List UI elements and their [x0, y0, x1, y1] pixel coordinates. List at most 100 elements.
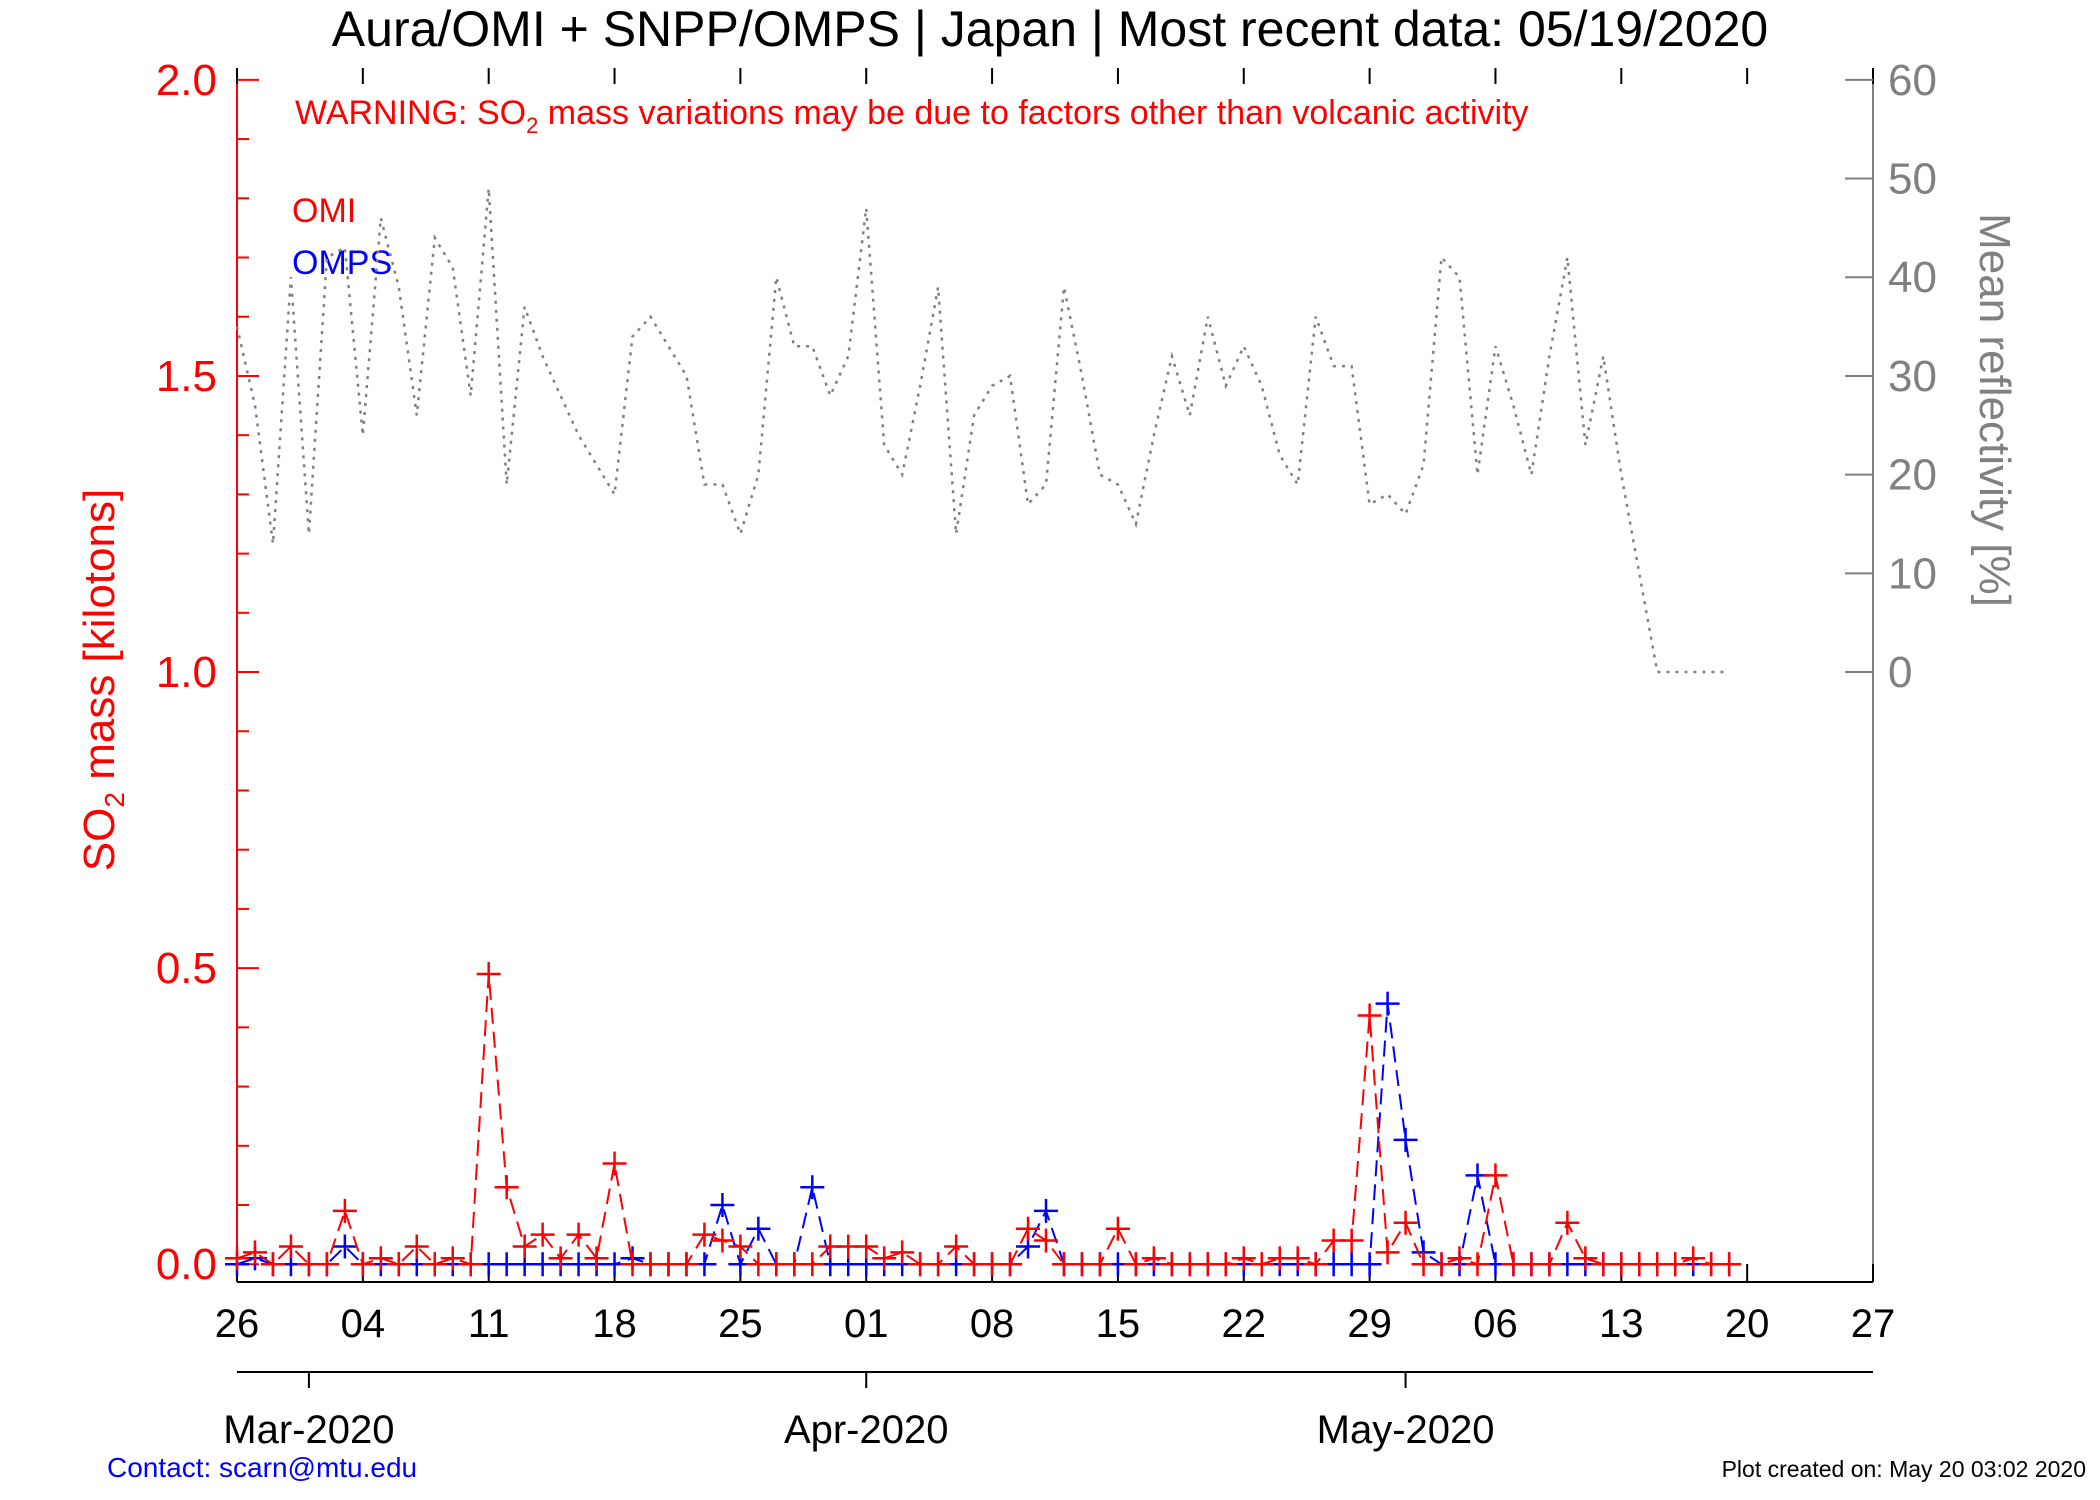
- warning-subscript: 2: [526, 113, 538, 138]
- y-left-tick-label: 0.5: [156, 944, 217, 993]
- data-point: [513, 1234, 537, 1258]
- data-point: [1286, 1246, 1310, 1270]
- y-right-tick-label: 40: [1888, 253, 1937, 302]
- data-point: [1376, 992, 1400, 1016]
- x-tick-label: 26: [215, 1302, 260, 1346]
- y-left-label-suffix: mass [kilotons]: [75, 489, 124, 792]
- legend-omi: OMI: [292, 192, 356, 230]
- data-point: [1016, 1217, 1040, 1241]
- y-left-tick-label: 1.5: [156, 352, 217, 401]
- data-point: [1088, 1252, 1112, 1276]
- x-tick-label: 11: [468, 1302, 510, 1346]
- x-tick-label: 06: [1473, 1302, 1518, 1346]
- data-point: [369, 1246, 393, 1270]
- x-tick-label: 01: [844, 1302, 889, 1346]
- y-right-tick-label: 10: [1888, 549, 1937, 598]
- data-point: [1448, 1246, 1472, 1270]
- x-tick-label: 27: [1851, 1302, 1896, 1346]
- data-point: [531, 1223, 555, 1247]
- omi-series: [225, 962, 1741, 1276]
- x-tick-label: 22: [1222, 1302, 1267, 1346]
- x-tick-label: 25: [718, 1302, 763, 1346]
- data-point: [549, 1246, 573, 1270]
- x-tick-label: 15: [1096, 1302, 1141, 1346]
- data-point: [1394, 1128, 1418, 1152]
- data-point: [1681, 1246, 1705, 1270]
- y-left-label-subscript: 2: [99, 792, 130, 808]
- data-point: [1537, 1252, 1561, 1276]
- data-point: [1483, 1163, 1507, 1187]
- month-tick-label: May-2020: [1317, 1408, 1495, 1452]
- warning-suffix: mass variations may be due to factors ot…: [538, 94, 1528, 132]
- data-point: [1358, 1004, 1382, 1028]
- data-point: [441, 1246, 465, 1270]
- data-point: [1430, 1252, 1454, 1276]
- y-right-tick-label: 30: [1888, 352, 1937, 401]
- data-point: [1394, 1211, 1418, 1235]
- data-point: [1124, 1252, 1148, 1276]
- x-tick-label: 13: [1599, 1302, 1644, 1346]
- data-point: [1358, 1252, 1382, 1276]
- data-point: [603, 1152, 627, 1176]
- month-tick-label: Apr-2020: [784, 1408, 949, 1452]
- data-point: [854, 1234, 878, 1258]
- data-point: [710, 1193, 734, 1217]
- y-right-tick-label: 60: [1888, 56, 1937, 105]
- data-point: [692, 1223, 716, 1247]
- y-left-axis-label: SO2 mass [kilotons]: [75, 489, 130, 871]
- data-point: [1304, 1252, 1328, 1276]
- data-point: [1573, 1246, 1597, 1270]
- series-line: [237, 188, 1729, 672]
- data-point: [674, 1252, 698, 1276]
- y-right-tick-label: 50: [1888, 155, 1937, 204]
- y-right-axis-label: Mean reflectivity [%]: [1970, 213, 2019, 607]
- data-point: [800, 1175, 824, 1199]
- warning-text: WARNING: SO2 mass variations may be due …: [295, 94, 1529, 138]
- y-left-tick-label: 1.0: [156, 648, 217, 697]
- data-point: [585, 1246, 609, 1270]
- data-point: [477, 962, 501, 986]
- svg-text:SO2 mass [kilotons]: SO2 mass [kilotons]: [75, 489, 130, 871]
- x-tick-label: 08: [970, 1302, 1015, 1346]
- data-point: [1142, 1246, 1166, 1270]
- reflectivity-series: [237, 188, 1729, 672]
- warning-prefix: WARNING: SO: [295, 94, 526, 132]
- data-point: [746, 1217, 770, 1241]
- x-tick-label: 18: [592, 1302, 637, 1346]
- data-point: [1717, 1252, 1741, 1276]
- data-point: [459, 1252, 483, 1276]
- y-right-tick-label: 20: [1888, 451, 1937, 500]
- x-tick-label: 04: [341, 1302, 386, 1346]
- data-point: [1106, 1217, 1130, 1241]
- data-point: [1663, 1252, 1687, 1276]
- chart-title: Aura/OMI + SNPP/OMPS | Japan | Most rece…: [332, 1, 1768, 57]
- omps-series: [225, 992, 1741, 1277]
- data-point: [1340, 1229, 1364, 1253]
- contact-link[interactable]: Contact: scarn@mtu.edu: [107, 1452, 417, 1484]
- x-tick-label: 20: [1725, 1302, 1770, 1346]
- data-point: [1465, 1252, 1489, 1276]
- legend-omps: OMPS: [292, 244, 392, 282]
- y-left-label-prefix: SO: [75, 808, 124, 872]
- data-point: [890, 1240, 914, 1264]
- data-point: [1555, 1211, 1579, 1235]
- y-left-tick-label: 0.0: [156, 1240, 217, 1289]
- data-point: [926, 1252, 950, 1276]
- data-point: [944, 1234, 968, 1258]
- data-point: [333, 1199, 357, 1223]
- data-point: [1376, 1240, 1400, 1264]
- data-point: [1250, 1252, 1274, 1276]
- data-point: [1034, 1229, 1058, 1253]
- data-point: [1214, 1252, 1238, 1276]
- y-left-tick-label: 2.0: [156, 56, 217, 105]
- data-point: [225, 1246, 249, 1270]
- data-point: [1034, 1199, 1058, 1223]
- series-line: [237, 974, 1729, 1264]
- data-point: [872, 1246, 896, 1270]
- month-tick-label: Mar-2020: [223, 1408, 394, 1452]
- plot-created-text: Plot created on: May 20 03:02 2020: [1722, 1456, 2086, 1483]
- data-point: [567, 1223, 591, 1247]
- y-right-label: Mean reflectivity [%]: [1970, 213, 2019, 607]
- data-point: [1232, 1246, 1256, 1270]
